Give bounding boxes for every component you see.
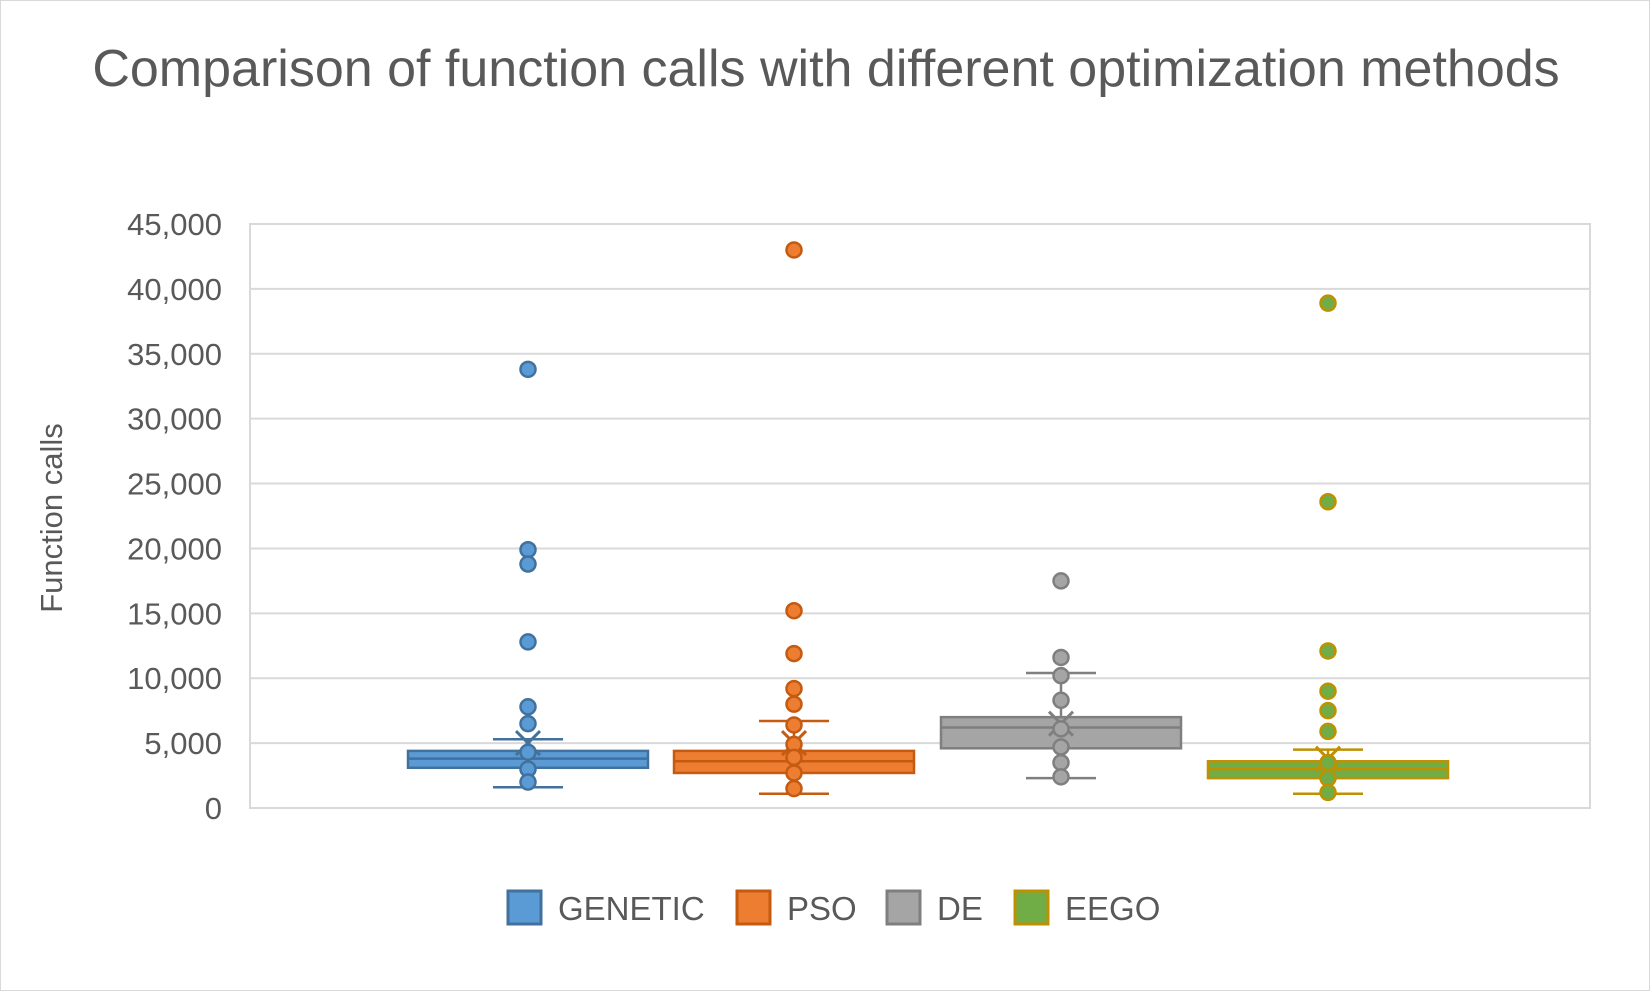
data-point bbox=[1052, 666, 1070, 685]
data-point bbox=[1052, 572, 1070, 590]
data-point bbox=[1319, 682, 1337, 700]
y-tick-label: 20,000 bbox=[127, 531, 222, 566]
data-point bbox=[1319, 294, 1337, 312]
data-point bbox=[1052, 753, 1070, 772]
data-point bbox=[519, 743, 537, 761]
y-tick-label: 0 bbox=[205, 791, 222, 826]
y-tick-label: 25,000 bbox=[127, 467, 222, 502]
legend-swatch-de bbox=[885, 889, 922, 926]
data-point bbox=[1319, 753, 1337, 772]
legend-label-pso: PSO bbox=[787, 890, 857, 927]
y-tick-label: 10,000 bbox=[127, 661, 222, 696]
legend-swatch-pso bbox=[735, 889, 772, 926]
data-point bbox=[1319, 642, 1337, 660]
data-point bbox=[519, 714, 537, 733]
legend-label-genetic: GENETIC bbox=[558, 890, 705, 927]
box-series-de bbox=[939, 572, 1183, 786]
data-point bbox=[1052, 691, 1070, 710]
data-point bbox=[1052, 648, 1070, 667]
data-point bbox=[519, 360, 537, 379]
y-tick-label: 35,000 bbox=[127, 337, 222, 372]
plot-area-border bbox=[249, 223, 1591, 809]
box-plots bbox=[406, 241, 1450, 802]
data-point bbox=[785, 679, 803, 698]
y-axis-label: Function calls bbox=[34, 423, 69, 613]
data-point bbox=[519, 698, 537, 716]
data-point bbox=[1052, 738, 1070, 756]
data-point bbox=[519, 633, 537, 651]
data-point bbox=[1319, 701, 1337, 720]
data-point bbox=[519, 540, 537, 559]
data-point bbox=[1319, 783, 1337, 802]
y-tick-label: 40,000 bbox=[127, 272, 222, 307]
data-point bbox=[785, 644, 803, 663]
y-tick-label: 5,000 bbox=[144, 726, 222, 761]
data-point bbox=[785, 601, 803, 620]
data-point bbox=[1319, 492, 1337, 511]
data-point bbox=[785, 748, 803, 767]
legend-swatch-eego bbox=[1013, 889, 1050, 926]
legend-swatch-genetic bbox=[506, 889, 543, 926]
data-point bbox=[785, 716, 803, 734]
legend-label-eego: EEGO bbox=[1065, 890, 1160, 927]
chart-title: Comparison of function calls with differ… bbox=[92, 40, 1560, 98]
data-point bbox=[785, 779, 803, 798]
data-point bbox=[1052, 720, 1070, 738]
box-series-eego bbox=[1206, 294, 1450, 802]
y-tick-label: 15,000 bbox=[127, 596, 222, 631]
data-point bbox=[1319, 722, 1337, 741]
legend: GENETIC PSO DE EEGO bbox=[506, 889, 1160, 927]
data-point bbox=[785, 695, 803, 713]
y-tick-label: 30,000 bbox=[127, 402, 222, 437]
data-point bbox=[785, 764, 803, 782]
y-tick-labels: 0 5,000 10,000 15,000 20,000 25,000 30,000 35,0… bbox=[127, 207, 222, 826]
y-tick-label: 45,000 bbox=[127, 207, 222, 242]
data-point bbox=[519, 555, 537, 573]
box-series-genetic bbox=[406, 360, 650, 791]
data-point bbox=[1319, 769, 1337, 787]
box-series-pso bbox=[672, 241, 916, 798]
gridlines bbox=[249, 223, 1591, 809]
data-point bbox=[519, 773, 537, 791]
legend-label-de: DE bbox=[937, 890, 983, 927]
data-point bbox=[785, 241, 803, 259]
data-point bbox=[1052, 768, 1070, 786]
